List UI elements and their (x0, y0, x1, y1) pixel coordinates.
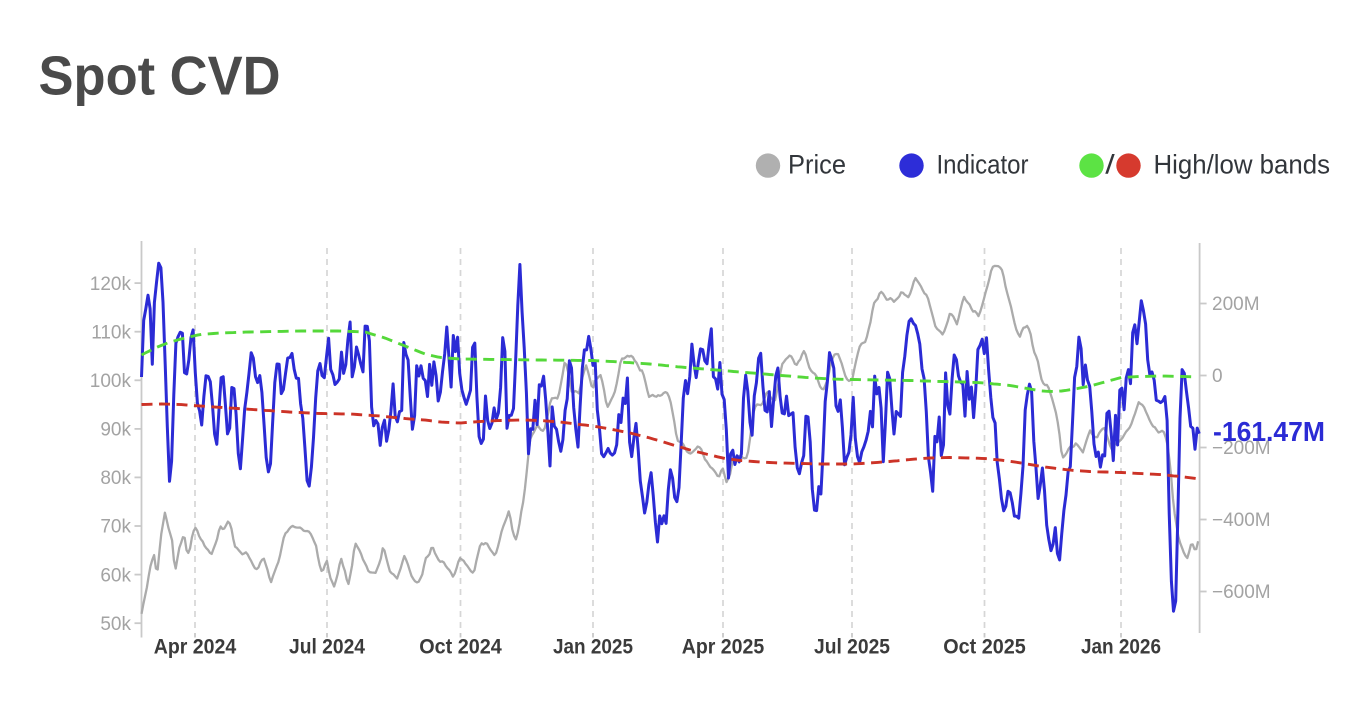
svg-text:Apr 2024: Apr 2024 (154, 636, 237, 659)
svg-text:Jan 2026: Jan 2026 (1081, 636, 1161, 659)
svg-text:Jan 2025: Jan 2025 (553, 636, 633, 659)
svg-text:−200M: −200M (1212, 438, 1271, 459)
svg-text:/: / (1105, 150, 1115, 180)
svg-text:-161.47M: -161.47M (1213, 416, 1325, 447)
svg-text:70k: 70k (100, 517, 131, 538)
svg-text:90k: 90k (100, 420, 131, 441)
svg-text:Oct 2025: Oct 2025 (943, 636, 1026, 659)
svg-text:80k: 80k (100, 468, 131, 489)
svg-text:−600M: −600M (1212, 582, 1271, 603)
svg-text:100k: 100k (90, 371, 132, 392)
svg-text:Apr 2025: Apr 2025 (682, 636, 765, 659)
svg-text:110k: 110k (91, 322, 131, 343)
svg-text:Spot CVD: Spot CVD (39, 45, 281, 107)
svg-text:0: 0 (1212, 366, 1223, 387)
svg-text:50k: 50k (100, 614, 131, 635)
svg-text:Jul 2024: Jul 2024 (289, 636, 365, 659)
svg-text:120k: 120k (90, 274, 132, 295)
svg-text:Oct 2024: Oct 2024 (419, 636, 502, 659)
svg-text:Indicator: Indicator (937, 150, 1029, 180)
svg-text:Price: Price (788, 150, 846, 180)
svg-text:High/low bands: High/low bands (1154, 150, 1331, 180)
svg-text:200M: 200M (1212, 294, 1260, 315)
svg-text:60k: 60k (100, 565, 131, 586)
svg-text:Jul 2025: Jul 2025 (814, 636, 890, 659)
svg-text:−400M: −400M (1212, 510, 1271, 531)
